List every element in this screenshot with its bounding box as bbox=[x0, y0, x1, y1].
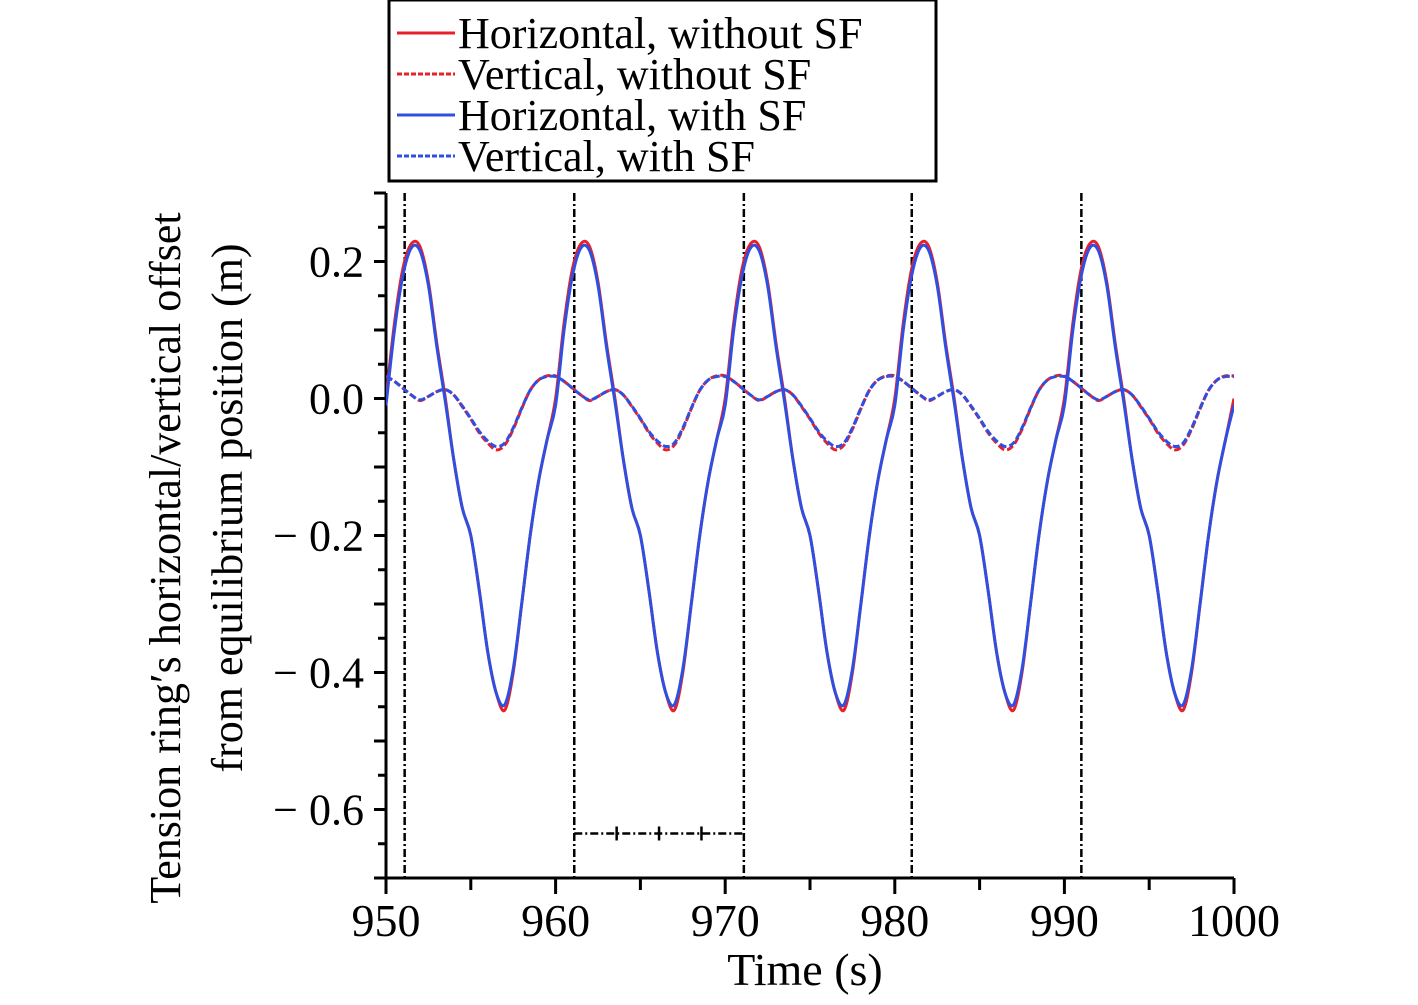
series-line-3 bbox=[386, 243, 1234, 708]
y-tick-label: − 0.6 bbox=[273, 786, 364, 835]
y-tick-label: − 0.4 bbox=[273, 649, 364, 698]
x-tick-label: 950 bbox=[352, 895, 421, 946]
series-line-1 bbox=[386, 239, 1234, 713]
y-tick-label: − 0.2 bbox=[273, 512, 364, 561]
legend-label-3: Horizontal, with SF bbox=[458, 91, 806, 140]
legend-label-2: Vertical, without SF bbox=[458, 50, 811, 99]
legend-label-1: Horizontal, without SF bbox=[458, 9, 863, 58]
y-axis-label-line1: Tension ring′s horizontal/vertical offse… bbox=[141, 212, 190, 903]
legend-box bbox=[387, 0, 938, 183]
x-tick-label: 980 bbox=[860, 895, 929, 946]
series-line-4 bbox=[386, 374, 1234, 449]
legend-label-4: Vertical, with SF bbox=[458, 132, 755, 181]
y-tick-label: 0.2 bbox=[309, 238, 364, 287]
x-tick-label: 970 bbox=[691, 895, 760, 946]
x-axis-label: Time (s) bbox=[727, 944, 883, 995]
x-tick-label: 960 bbox=[521, 895, 590, 946]
x-tick-label: 1000 bbox=[1188, 895, 1280, 946]
x-tick-label: 990 bbox=[1030, 895, 1099, 946]
plot-area: 0.2 0.0 − 0.2 − 0.4 − 0.6 950 960 970 980 990 1000 bbox=[273, 191, 1280, 946]
y-axis-label-line2: from equilibrium position (m) bbox=[203, 243, 252, 772]
y-tick-label: 0.0 bbox=[309, 375, 364, 424]
series-line-2 bbox=[386, 373, 1234, 452]
